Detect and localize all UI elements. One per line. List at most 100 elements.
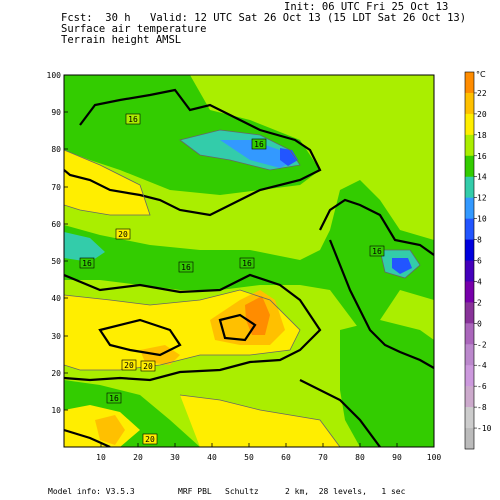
contour-label: 16 (79, 257, 95, 269)
colorbar-label: 0 (477, 319, 482, 328)
contour-label: 16 (251, 138, 267, 150)
contour-label: 16 (125, 113, 141, 125)
axis-ticks (64, 111, 398, 447)
pbl-scheme: MRF PBL (178, 487, 212, 496)
contour-label: 20 (115, 228, 131, 240)
x-tick-label: 70 (318, 453, 328, 462)
y-axis-labels: 100 90 80 70 60 50 40 30 20 10 (47, 71, 62, 415)
y-tick-label: 100 (47, 71, 62, 80)
field-name-terrain: Terrain height AMSL (61, 34, 182, 46)
colorbar-swatch (465, 113, 474, 136)
zone-10 (280, 148, 298, 166)
colorbar-label: 22 (477, 89, 487, 98)
svg-text:16: 16 (242, 259, 252, 268)
model-info: Model info: V3.5.3 (48, 487, 135, 496)
colorbar-swatch (465, 386, 474, 408)
colorbar-swatch (465, 323, 474, 345)
zone-12 (220, 140, 295, 168)
colorbar-swatch (465, 134, 474, 157)
init-time: Init: 06 UTC Fri 25 Oct 13 (284, 1, 449, 13)
x-tick-label: 10 (96, 453, 106, 462)
y-tick-label: 80 (51, 145, 61, 154)
x-tick-label: 60 (281, 453, 291, 462)
colorbar-unit: °C (476, 70, 486, 79)
colorbar-label: -8 (477, 403, 487, 412)
colorbar-label: 4 (477, 277, 482, 286)
contour-label: 16 (106, 392, 122, 404)
terrain-contours (64, 88, 434, 447)
colorbar-swatch (465, 365, 474, 387)
colorbar-label: 8 (477, 236, 482, 245)
contour-label: 20 (140, 360, 156, 372)
cumulus-scheme: Schultz (225, 487, 259, 496)
zone-18 (64, 150, 150, 215)
x-tick-label: 40 (207, 453, 217, 462)
colorbar-label: 16 (477, 152, 487, 161)
valid-time: Valid: 12 UTC Sat 26 Oct 13 (15 LDT Sat … (150, 12, 467, 24)
y-tick-label: 50 (51, 257, 61, 266)
colorbar-swatch (465, 239, 474, 261)
zone-18 (180, 395, 340, 447)
contour-labels: 16 16 20 16 16 16 16 16 20 20 20 (79, 113, 385, 445)
y-tick-label: 60 (51, 220, 61, 229)
zone-14 (64, 232, 105, 262)
contour-label: 20 (142, 433, 158, 445)
y-tick-label: 70 (51, 183, 61, 192)
colorbar-label: 18 (477, 131, 487, 140)
svg-text:20: 20 (143, 362, 153, 371)
color-scale-bar (464, 71, 477, 450)
colorbar-swatch (465, 428, 474, 450)
y-tick-label: 10 (51, 406, 61, 415)
colorbar-swatch (465, 260, 474, 282)
colorbar-label: 20 (477, 110, 487, 119)
colorbar-swatch (465, 176, 474, 198)
grid-info: 2 km, 28 levels, 1 sec (285, 487, 406, 496)
svg-text:16: 16 (181, 263, 191, 272)
svg-text:16: 16 (109, 394, 119, 403)
y-tick-label: 30 (51, 332, 61, 341)
contour-label: 20 (121, 359, 137, 371)
field-name-temperature: Surface air temperature (61, 23, 207, 35)
colorbar-swatch (465, 92, 474, 115)
contour-label: 16 (178, 261, 194, 273)
colorbar-swatch (465, 155, 474, 178)
x-axis-labels: 10 20 30 40 50 60 70 80 90 100 (96, 453, 441, 462)
colorbar-swatch (465, 197, 474, 219)
x-tick-label: 90 (392, 453, 402, 462)
forecast-hour: Fcst: 30 h (61, 12, 131, 24)
y-tick-label: 40 (51, 294, 61, 303)
svg-text:20: 20 (145, 435, 155, 444)
y-tick-label: 90 (51, 108, 61, 117)
colorbar-label: 2 (477, 298, 482, 307)
x-tick-label: 100 (427, 453, 442, 462)
colorbar-label: 12 (477, 194, 487, 203)
contour-label: 16 (369, 245, 385, 257)
colorbar-label: 6 (477, 257, 482, 266)
svg-text:20: 20 (118, 230, 128, 239)
colorbar-swatch (465, 407, 474, 429)
zone-16 (340, 320, 434, 447)
colorbar-swatch (465, 218, 474, 240)
svg-text:16: 16 (254, 140, 264, 149)
zone-16 (64, 180, 434, 330)
colorbar-swatch (465, 281, 474, 303)
contour-label: 16 (239, 257, 255, 269)
svg-text:16: 16 (128, 115, 138, 124)
colorbar-label: 10 (477, 215, 487, 224)
x-tick-label: 30 (170, 453, 180, 462)
colorbar-swatch (465, 302, 474, 324)
colorbar-label: -2 (477, 340, 487, 349)
zone-10 (392, 258, 412, 274)
colorbar-label: 14 (477, 173, 487, 182)
colorbar-swatch (465, 344, 474, 366)
x-tick-label: 50 (244, 453, 254, 462)
svg-text:16: 16 (82, 259, 92, 268)
svg-text:16: 16 (372, 247, 382, 256)
colorbar-label: -10 (477, 424, 492, 433)
colorbar-swatch (465, 72, 474, 94)
y-tick-label: 20 (51, 369, 61, 378)
zone-20 (95, 415, 125, 445)
colorbar-label: -6 (477, 382, 487, 391)
